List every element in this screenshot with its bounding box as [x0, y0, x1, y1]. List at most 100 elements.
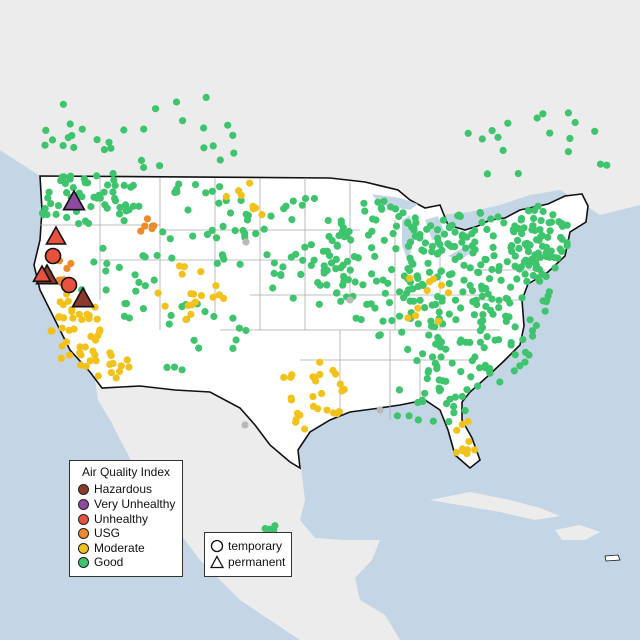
- hispaniola-island: [555, 525, 600, 540]
- good-monitor: [195, 344, 203, 352]
- good-monitor: [111, 197, 120, 205]
- good-monitor: [421, 304, 429, 312]
- good-monitor: [337, 217, 345, 225]
- moderate-monitor: [471, 446, 479, 454]
- good-monitor: [460, 261, 468, 269]
- moderate-monitor: [404, 314, 412, 322]
- good-monitor: [189, 232, 197, 240]
- good-monitor: [388, 317, 396, 325]
- good-monitor: [59, 142, 67, 150]
- good-monitor: [448, 270, 456, 278]
- good-monitor: [139, 305, 147, 313]
- good-monitor: [478, 135, 486, 143]
- moderate-monitor: [106, 349, 114, 357]
- good-monitor: [476, 364, 484, 372]
- good-monitor: [132, 287, 140, 295]
- good-monitor: [375, 332, 383, 340]
- good-monitor: [172, 98, 181, 106]
- good-monitor: [381, 289, 389, 297]
- good-monitor: [352, 314, 360, 322]
- good-monitor: [372, 216, 380, 224]
- legend-title: Air Quality Index: [81, 465, 171, 479]
- good-monitor: [297, 270, 305, 278]
- good-monitor: [389, 230, 397, 238]
- good-monitor: [421, 389, 429, 397]
- legend-label: Hazardous: [94, 482, 153, 496]
- good-monitor: [460, 276, 468, 284]
- moderate-monitor: [312, 377, 320, 385]
- good-monitor: [435, 376, 443, 384]
- good-monitor: [208, 187, 216, 195]
- good-monitor: [368, 244, 376, 252]
- good-monitor: [368, 227, 376, 235]
- good-monitor: [480, 344, 488, 352]
- usg-monitor: [67, 259, 75, 268]
- good-monitor: [433, 250, 441, 258]
- good-monitor: [201, 308, 209, 316]
- good-monitor: [385, 299, 394, 307]
- good-monitor: [528, 327, 537, 335]
- moderate-monitor: [316, 358, 324, 366]
- good-monitor: [456, 338, 464, 346]
- moderate-monitor: [189, 290, 198, 298]
- good-monitor: [363, 300, 371, 308]
- good-monitor: [289, 197, 297, 205]
- moderate-monitor: [336, 380, 344, 388]
- good-monitor: [93, 136, 101, 144]
- good-monitor: [472, 296, 480, 304]
- good-monitor: [395, 312, 404, 320]
- good-monitor: [534, 202, 542, 210]
- good-monitor: [41, 141, 49, 149]
- good-monitor: [418, 396, 426, 404]
- legend-item-hazardous: Hazardous: [78, 482, 152, 496]
- good-monitor: [467, 373, 475, 381]
- monitor-markers: [38, 93, 611, 539]
- good-monitor: [525, 351, 533, 359]
- good-monitor: [451, 255, 459, 263]
- good-monitor: [520, 224, 528, 232]
- good-monitor: [497, 276, 505, 284]
- good-monitor: [436, 387, 444, 395]
- moderate-monitor: [58, 342, 66, 350]
- moderate-monitor: [93, 315, 101, 323]
- moderate-monitor: [316, 370, 324, 379]
- good-monitor: [457, 304, 465, 312]
- good-monitor: [203, 230, 211, 239]
- good-monitor: [532, 321, 541, 330]
- good-monitor: [438, 297, 446, 305]
- good-monitor: [374, 198, 382, 206]
- good-monitor: [115, 210, 124, 218]
- good-monitor: [125, 206, 133, 214]
- legend-item-permanent: permanent: [210, 555, 285, 569]
- good-monitor: [511, 323, 519, 331]
- good-monitor: [235, 324, 243, 332]
- moderate-monitor: [197, 292, 205, 300]
- good-monitor: [435, 308, 443, 316]
- moderate-monitor: [464, 417, 472, 426]
- good-monitor: [47, 200, 55, 208]
- good-monitor: [424, 368, 432, 376]
- good-monitor: [171, 188, 179, 196]
- good-monitor: [260, 225, 268, 233]
- good-monitor: [428, 248, 436, 256]
- good-monitor: [591, 127, 599, 135]
- good-monitor: [483, 170, 491, 178]
- good-monitor: [518, 230, 526, 238]
- missing-monitor: [241, 421, 249, 429]
- good-monitor: [529, 332, 537, 340]
- good-monitor: [202, 189, 210, 197]
- good-monitor: [310, 256, 318, 264]
- good-monitor: [466, 338, 474, 347]
- good-monitor: [489, 232, 497, 240]
- good-monitor: [191, 181, 200, 189]
- moderate-monitor: [70, 325, 78, 333]
- moderate-monitor: [91, 336, 100, 344]
- good-monitor: [603, 161, 611, 169]
- good-monitor: [346, 266, 354, 274]
- good-monitor: [451, 296, 460, 304]
- good-monitor: [368, 270, 376, 278]
- good-monitor: [479, 311, 487, 319]
- missing-monitor: [376, 406, 384, 414]
- good-monitor: [219, 222, 227, 230]
- good-monitor: [380, 197, 388, 205]
